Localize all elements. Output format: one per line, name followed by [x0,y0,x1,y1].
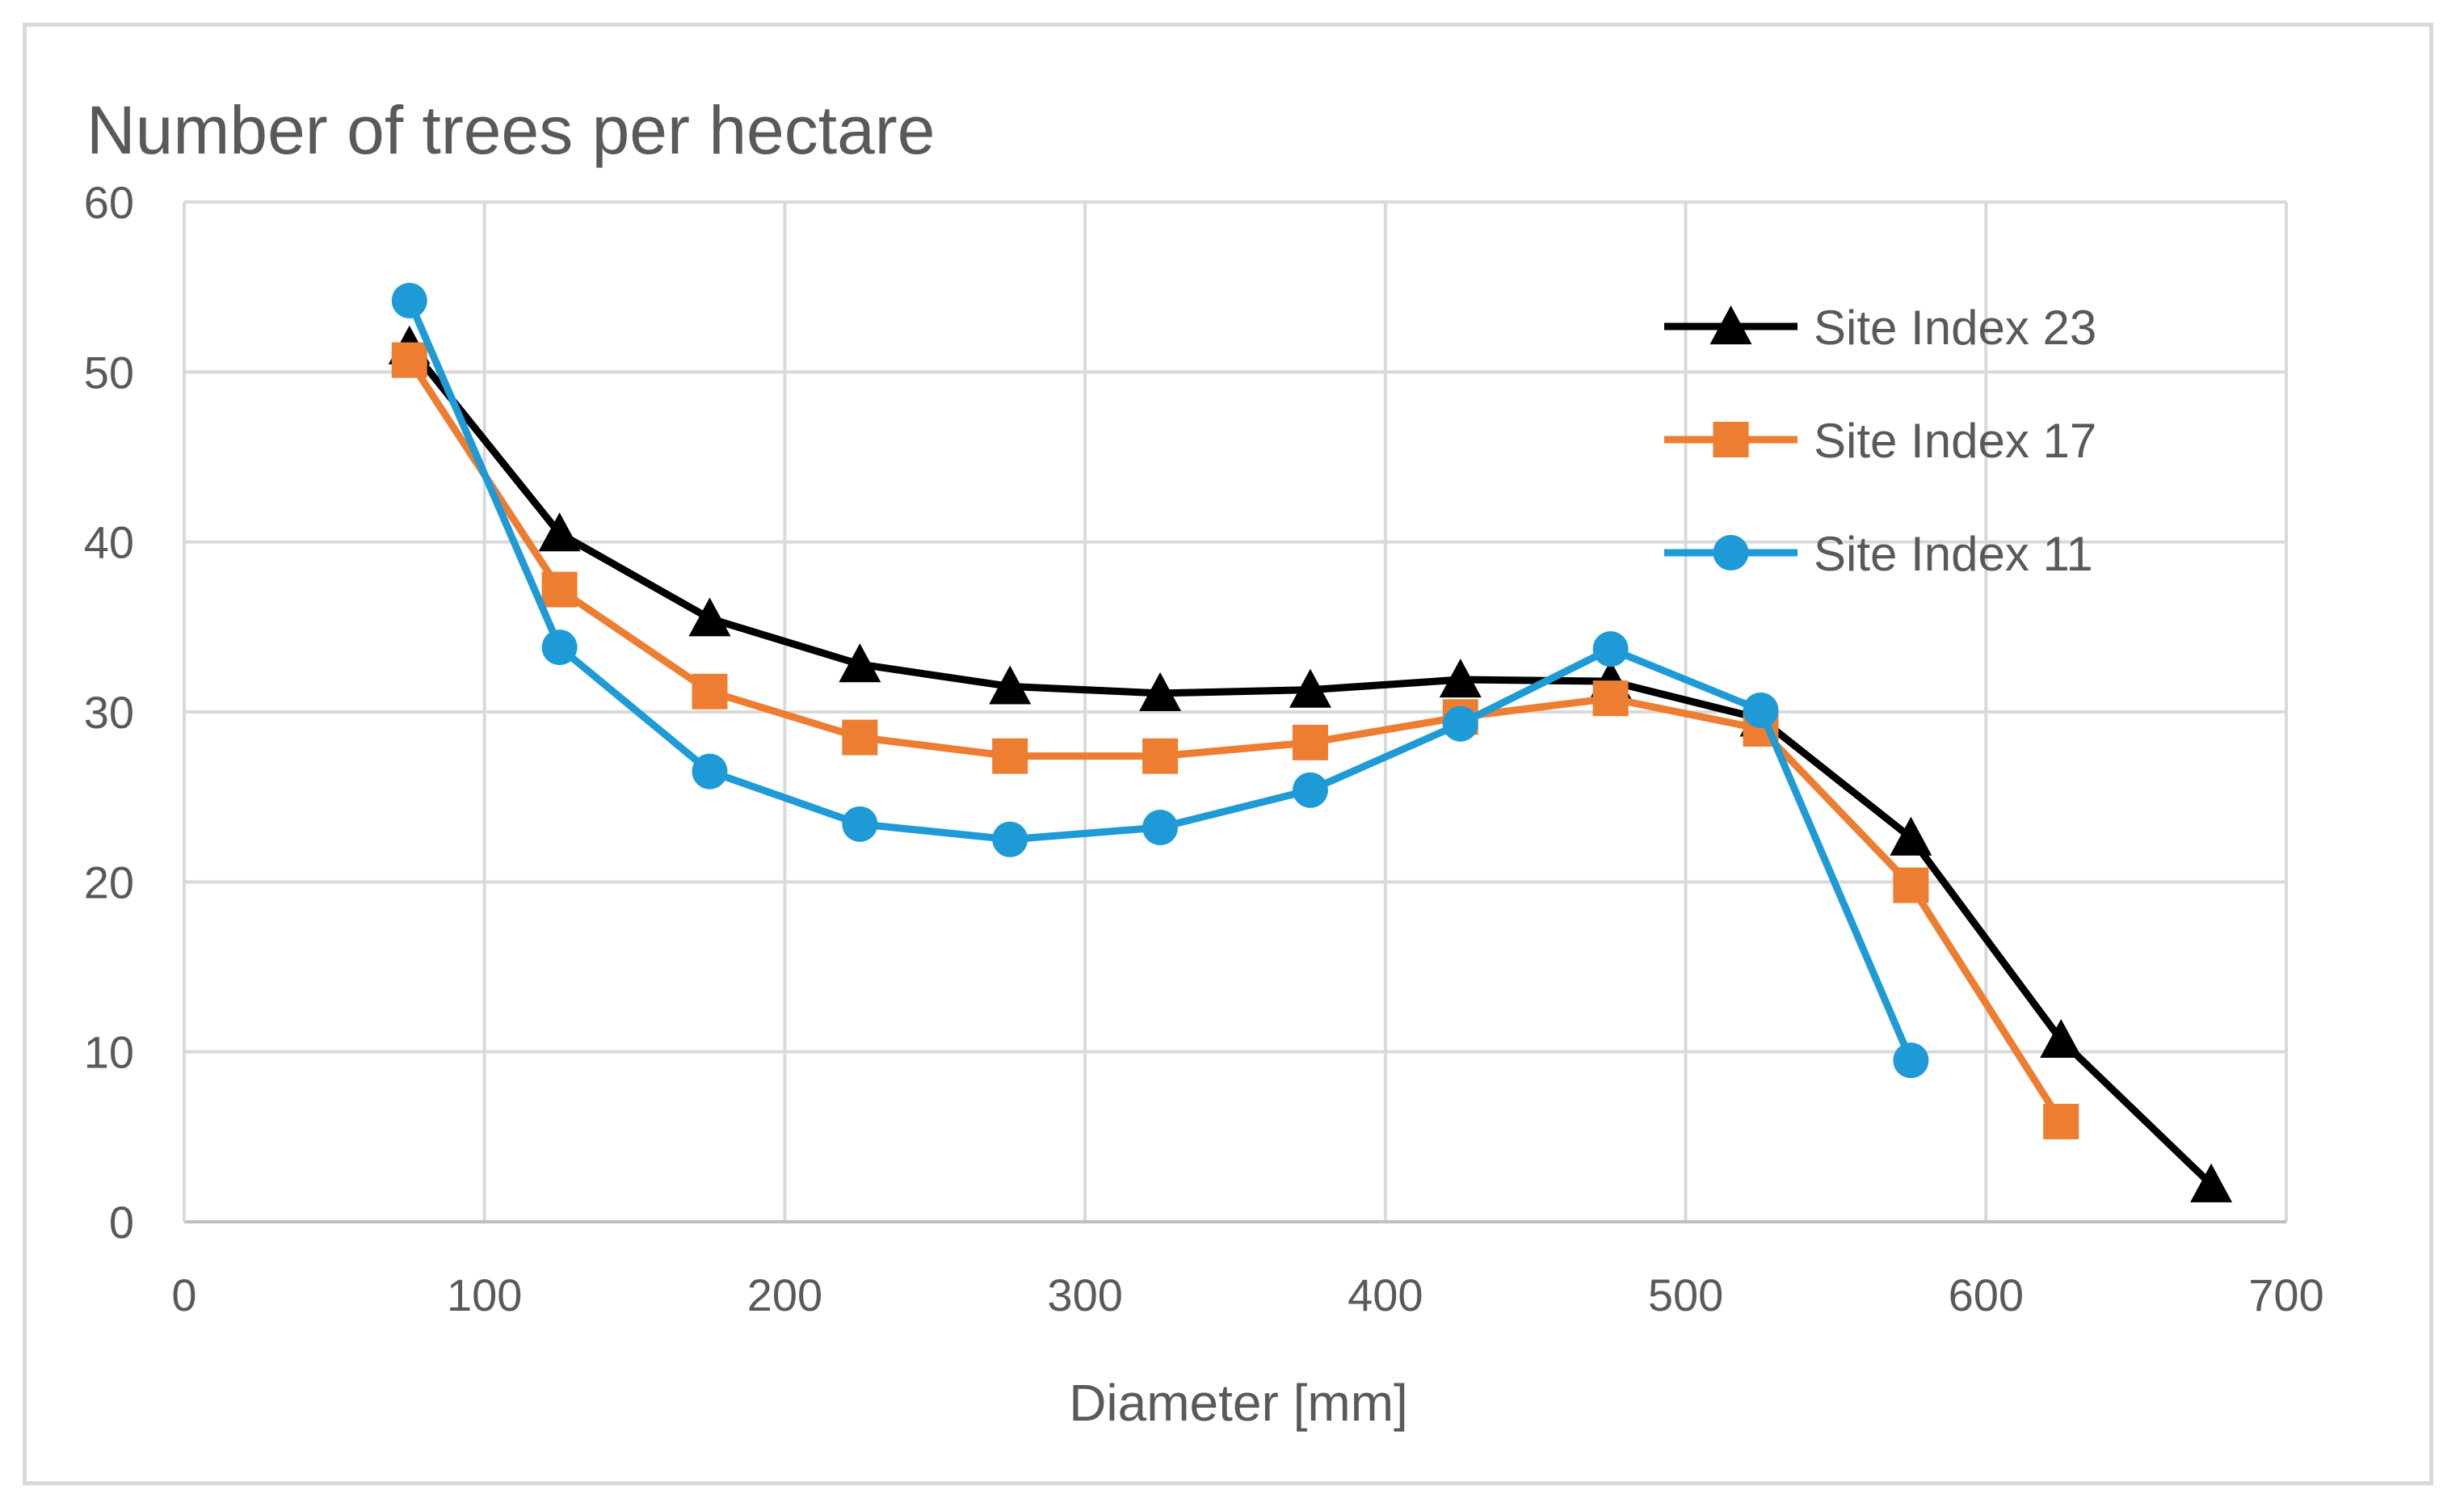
x-axis-title: Diameter [mm] [1069,1374,1408,1432]
data-point [1893,1042,1929,1079]
data-point [992,821,1028,857]
data-point [2043,1103,2079,1139]
x-tick-label: 200 [747,1270,822,1320]
x-tick-label: 100 [447,1270,522,1320]
series-layer [388,282,2233,1202]
legend-marker [1713,535,1749,571]
y-tick-label: 0 [109,1197,134,1248]
y-tick-label: 50 [84,347,134,398]
legend-label: Site Index 17 [1814,414,2096,468]
data-point [989,665,1032,705]
data-point [692,673,728,709]
data-point [1289,668,1331,708]
legend-label: Site Index 23 [1814,301,2096,355]
data-point [391,282,427,318]
series-line [406,343,2214,1187]
series-circle [391,282,1929,1079]
x-tick-label: 500 [1648,1270,1723,1320]
y-tick-label: 10 [84,1027,134,1078]
x-tick-label: 0 [171,1270,196,1320]
y-tick-label: 40 [84,517,134,568]
legend-entry: Site Index 11 [1664,527,2093,581]
data-point [1142,810,1179,846]
legend-label: Site Index 11 [1814,527,2093,581]
data-point [842,806,878,842]
data-point [2040,1018,2083,1059]
x-tick-label: 600 [1949,1270,2024,1320]
legend-entry: Site Index 17 [1664,414,2096,468]
legend-entry: Site Index 23 [1664,301,2096,355]
gridlines [184,200,2288,1222]
axes [183,202,2286,1223]
chart-frame [23,23,2433,1485]
series-line [406,358,2065,1124]
data-point [1592,631,1629,667]
legend-marker [1713,422,1749,457]
data-point [1893,867,1929,903]
data-point [2190,1163,2233,1202]
data-point [1439,659,1482,698]
data-point [1139,672,1182,711]
tick-labels: 0 100 200 300 400 500 600 700 0 10 20 30 40 50 60 [84,177,2324,1320]
data-point [992,738,1028,774]
data-point [688,597,731,637]
y-tick-label: 30 [84,687,134,738]
data-point [1292,772,1328,808]
legend: Site Index 23 Site Index 17 Site Index 11 [1664,301,2096,581]
data-point [842,719,878,756]
chart-title: Number of trees per hectare [86,92,936,168]
data-point [1592,680,1629,717]
data-point [391,342,427,378]
data-point [538,512,581,552]
y-tick-label: 20 [84,857,134,907]
y-tick-label: 60 [84,177,134,228]
legend-marker [1709,305,1752,345]
data-point [541,629,578,666]
data-point [692,753,728,790]
data-point [839,643,881,683]
data-point [1292,724,1328,760]
x-tick-label: 700 [2248,1270,2323,1320]
data-point [1890,816,1932,856]
data-point [541,571,578,608]
x-tick-label: 400 [1348,1270,1423,1320]
data-point [1442,705,1478,742]
x-tick-label: 300 [1047,1270,1122,1320]
data-point [1142,738,1179,774]
data-point [1743,692,1779,728]
